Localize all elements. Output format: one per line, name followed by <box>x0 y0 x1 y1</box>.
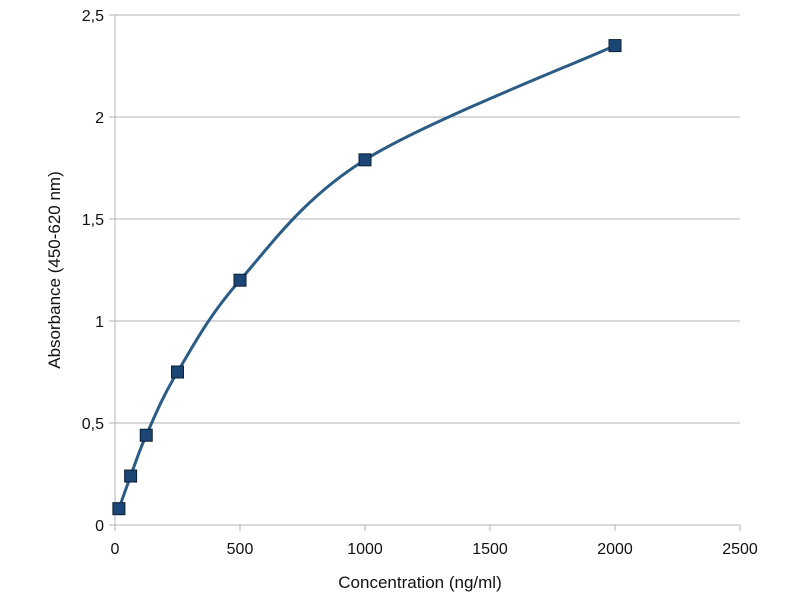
plot-area <box>112 39 622 516</box>
y-tick-label: 0 <box>95 518 104 535</box>
data-point <box>171 365 184 379</box>
y-tick-label: 0,5 <box>82 416 104 433</box>
x-axis-label: Concentration (ng/ml) <box>338 573 501 592</box>
data-point <box>139 428 153 442</box>
grid <box>109 14 740 424</box>
y-tick-label: 1,5 <box>82 212 104 229</box>
data-point <box>608 39 622 53</box>
x-tick-label: 500 <box>227 541 254 558</box>
data-point <box>112 502 126 516</box>
data-point <box>358 153 372 167</box>
y-axis-label: Absorbance (450-620 nm) <box>45 171 64 369</box>
x-tick-label: 2000 <box>597 541 633 558</box>
data-point <box>124 469 138 483</box>
axes <box>109 15 741 531</box>
x-tick-label: 0 <box>111 541 120 558</box>
y-tick-label: 2,5 <box>82 8 104 25</box>
x-tick-label: 1500 <box>472 541 508 558</box>
series-line <box>117 44 616 510</box>
y-tick-label: 1 <box>95 314 104 331</box>
tick-labels: 0 0,5 1 1,5 2 2,5 0 500 1000 1500 2000 2500 <box>82 8 758 558</box>
data-point <box>233 273 247 287</box>
x-tick-label: 2500 <box>722 541 758 558</box>
x-tick-label: 1000 <box>347 541 383 558</box>
y-tick-label: 2 <box>95 110 104 127</box>
